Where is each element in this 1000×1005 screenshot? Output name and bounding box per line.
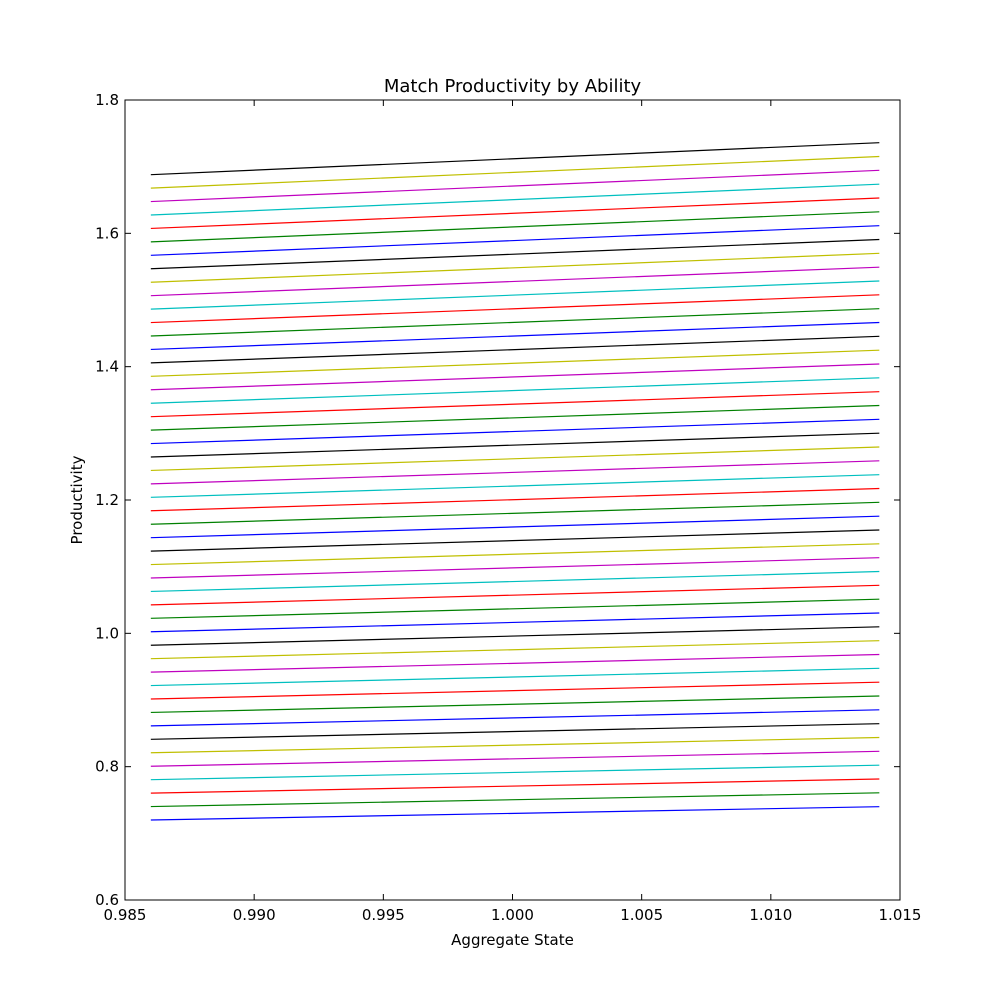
y-tick-label-3: 1.0 (95, 624, 119, 642)
series-line-9 (150, 695, 880, 714)
series-line-39 (150, 280, 880, 310)
series-line-16 (150, 598, 880, 619)
series-line-1 (150, 806, 880, 821)
series-line-31 (150, 391, 880, 418)
series-layer (150, 142, 880, 821)
series-line-49 (150, 142, 880, 176)
series-line-38 (150, 294, 880, 324)
series-line-6 (150, 736, 880, 754)
series-line-14 (150, 626, 880, 646)
x-tick-label-3: 0.995 (362, 906, 405, 924)
series-line-28 (150, 432, 880, 458)
y-axis-label: Productivity (68, 455, 86, 544)
x-tick-label-6: 1.010 (749, 906, 792, 924)
y-tick-label-4: 1.2 (95, 491, 119, 509)
series-line-13 (150, 640, 880, 660)
series-line-25 (150, 474, 880, 498)
series-line-5 (150, 750, 880, 767)
x-tick-label-5: 1.005 (620, 906, 663, 924)
series-line-11 (150, 667, 880, 687)
series-line-37 (150, 308, 880, 337)
series-line-36 (150, 321, 880, 351)
x-axis-label: Aggregate State (451, 931, 574, 949)
series-line-26 (150, 460, 880, 485)
series-line-8 (150, 709, 880, 727)
series-line-18 (150, 570, 880, 593)
series-line-3 (150, 778, 880, 794)
series-line-20 (150, 543, 880, 566)
series-line-46 (150, 183, 880, 216)
series-line-32 (150, 377, 880, 404)
series-line-2 (150, 792, 880, 808)
series-line-19 (150, 557, 880, 579)
x-tick-label-4: 1.000 (491, 906, 534, 924)
x-tick-label-1: 0.985 (104, 906, 147, 924)
series-line-47 (150, 169, 880, 203)
tick-layer: 0.985 0.990 0.995 1.000 1.005 1.010 1.015 0.6 0.… (95, 91, 921, 924)
series-line-10 (150, 681, 880, 700)
series-line-12 (150, 653, 880, 673)
series-line-15 (150, 612, 880, 633)
series-line-22 (150, 515, 880, 539)
series-line-23 (150, 501, 880, 525)
series-line-45 (150, 197, 880, 230)
series-line-7 (150, 723, 880, 740)
x-tick-label-7: 1.015 (879, 906, 922, 924)
plot-frame (124, 99, 901, 901)
x-tick-label-2: 0.990 (233, 906, 276, 924)
chart-title: Match Productivity by Ability (384, 76, 642, 97)
series-line-41 (150, 252, 880, 283)
series-line-44 (150, 211, 880, 243)
series-line-29 (150, 418, 880, 445)
series-line-48 (150, 155, 880, 189)
series-line-30 (150, 404, 880, 431)
series-line-35 (150, 335, 880, 364)
series-line-42 (150, 238, 880, 270)
series-line-21 (150, 529, 880, 552)
series-line-24 (150, 487, 880, 512)
y-tick-label-5: 1.4 (95, 358, 119, 376)
series-line-43 (150, 225, 880, 256)
y-tick-label-6: 1.6 (95, 224, 119, 242)
series-line-34 (150, 349, 880, 377)
y-tick-label-2: 0.8 (95, 758, 119, 776)
series-line-27 (150, 446, 880, 472)
y-tick-label-7: 1.8 (95, 91, 119, 109)
series-line-33 (150, 363, 880, 391)
series-line-17 (150, 584, 880, 606)
y-tick-label-1: 0.6 (95, 891, 119, 909)
series-line-40 (150, 266, 880, 297)
series-line-4 (150, 764, 880, 781)
